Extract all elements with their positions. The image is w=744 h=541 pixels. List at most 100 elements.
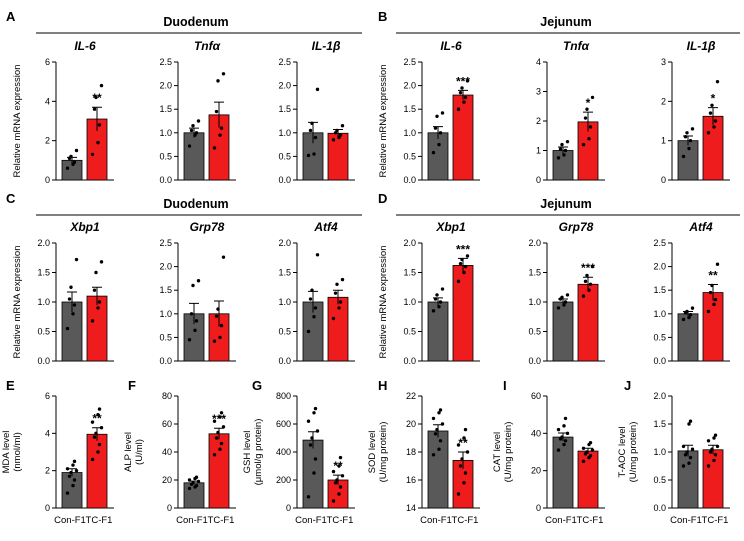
data-point bbox=[218, 447, 222, 451]
y-tick-label: 0 bbox=[286, 503, 291, 513]
data-point bbox=[713, 297, 718, 302]
data-point bbox=[706, 464, 711, 468]
data-point bbox=[588, 440, 593, 445]
data-point bbox=[194, 319, 199, 323]
data-point bbox=[437, 447, 441, 451]
y-tick-label: 0.5 bbox=[653, 475, 666, 485]
y-tick-label: 60 bbox=[531, 391, 541, 401]
y-axis-title-line: Relative mRNA expression bbox=[12, 246, 23, 359]
data-point bbox=[340, 277, 345, 282]
y-tick-label: 1.0 bbox=[159, 128, 172, 138]
data-point bbox=[187, 486, 192, 491]
section-title-c: Duodenum bbox=[163, 197, 228, 211]
data-point bbox=[715, 262, 720, 266]
data-point bbox=[458, 261, 463, 266]
y-tick-label: 200 bbox=[276, 475, 291, 485]
data-point bbox=[590, 264, 595, 269]
data-point bbox=[72, 459, 77, 464]
x-category-label: TC-F1 bbox=[702, 515, 729, 526]
significance-mark: ** bbox=[333, 459, 343, 473]
data-point bbox=[556, 448, 561, 452]
data-point bbox=[706, 309, 711, 314]
y-tick-label: 0.0 bbox=[403, 175, 416, 185]
bar-treatment bbox=[577, 283, 599, 362]
y-axis-title-line: Relative mRNA expression bbox=[378, 65, 389, 178]
data-point bbox=[306, 329, 311, 334]
data-point bbox=[688, 419, 693, 423]
y-axis-title-line: Relative mRNA expression bbox=[378, 246, 389, 359]
bar-control bbox=[677, 313, 699, 362]
gene-title: IL-6 bbox=[440, 39, 462, 53]
data-point bbox=[189, 312, 194, 316]
data-point bbox=[462, 270, 466, 275]
error-bar bbox=[558, 146, 568, 155]
data-point bbox=[191, 283, 195, 288]
data-point bbox=[463, 95, 468, 100]
data-point bbox=[313, 406, 318, 411]
gene-title: Xbp1 bbox=[69, 220, 100, 234]
data-point bbox=[212, 146, 217, 150]
data-point bbox=[431, 453, 436, 457]
data-point bbox=[187, 338, 192, 342]
y-axis-title-line: Relative mRNA expression bbox=[12, 65, 23, 178]
chart-c-1: 0.0 0.5 1.0 1.5 2.0 Xbp1 Relative mRNA express… bbox=[12, 220, 114, 366]
data-point bbox=[687, 422, 691, 426]
data-point bbox=[74, 148, 79, 153]
data-point bbox=[562, 153, 566, 157]
data-point bbox=[435, 293, 439, 297]
data-point bbox=[556, 427, 561, 432]
data-point bbox=[331, 138, 336, 142]
chart-i-2: 0 20 40 60 CAT level(U/mg protein) Con-F1 TC-F… bbox=[492, 391, 605, 526]
data-point bbox=[338, 455, 343, 460]
x-category-label: TC-F1 bbox=[327, 515, 354, 526]
data-point bbox=[437, 142, 441, 147]
chart-a-1: 0 2 4 6 ** IL-6 Relative mRNA expression bbox=[12, 39, 114, 185]
chart-h-1: 14 16 18 20 22 ** SOD level(U/mg protein) Con-F… bbox=[367, 391, 480, 526]
data-point bbox=[214, 314, 219, 318]
data-point bbox=[90, 152, 95, 157]
data-point bbox=[194, 131, 199, 135]
data-point bbox=[433, 297, 438, 301]
data-point bbox=[90, 420, 95, 424]
data-point bbox=[96, 450, 100, 454]
data-point bbox=[683, 453, 688, 457]
data-point bbox=[331, 499, 336, 503]
data-point bbox=[218, 133, 222, 137]
data-point bbox=[587, 288, 591, 292]
data-point bbox=[585, 107, 589, 111]
y-tick-label: 2.0 bbox=[278, 238, 291, 248]
data-point bbox=[333, 291, 338, 295]
data-point bbox=[335, 128, 339, 133]
y-tick-label: 1.5 bbox=[403, 104, 416, 114]
gene-title: IL-1β bbox=[687, 39, 716, 53]
data-point bbox=[562, 424, 566, 428]
data-point bbox=[212, 419, 217, 423]
data-point bbox=[99, 83, 104, 88]
data-point bbox=[92, 435, 97, 439]
y-tick-label: 0 bbox=[536, 175, 541, 185]
y-tick-label: 80 bbox=[162, 391, 172, 401]
panel-letter-g: G bbox=[252, 378, 262, 393]
data-point bbox=[97, 407, 102, 411]
data-point bbox=[338, 300, 343, 304]
y-tick-label: 2 bbox=[536, 116, 541, 126]
y-tick-label: 0.5 bbox=[653, 332, 666, 342]
data-point bbox=[585, 273, 589, 278]
chart-j-3: 0.0 0.5 1.0 1.5 2.0 T-AOC level(U/mg protein)… bbox=[617, 391, 730, 526]
data-point bbox=[438, 439, 443, 443]
data-point bbox=[681, 444, 686, 449]
data-point bbox=[440, 111, 445, 115]
data-point bbox=[440, 287, 445, 291]
data-point bbox=[306, 153, 311, 158]
chart-f-2: 0 20 40 60 80 *** ALP level(U/ml) Con-F1 TC-F1 bbox=[123, 391, 236, 526]
y-tick-label: 600 bbox=[276, 419, 291, 429]
section-title-d: Jejunum bbox=[540, 197, 591, 211]
panel-letter-i: I bbox=[503, 378, 507, 393]
error-bar bbox=[214, 101, 224, 128]
data-point bbox=[708, 290, 713, 295]
y-tick-label: 0 bbox=[167, 503, 172, 513]
significance-mark: ** bbox=[92, 91, 102, 105]
data-point bbox=[713, 119, 718, 123]
data-point bbox=[216, 307, 220, 311]
